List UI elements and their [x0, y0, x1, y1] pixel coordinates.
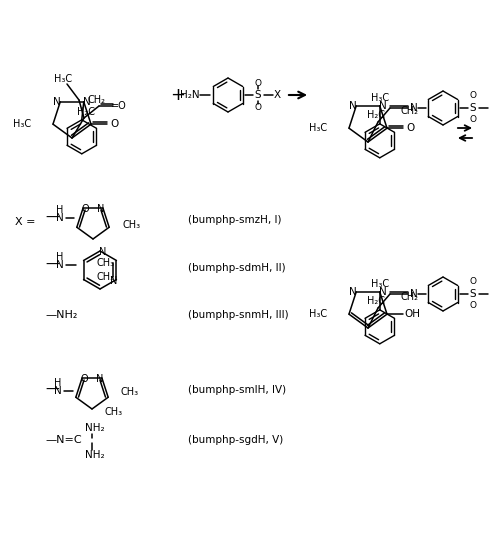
Text: H₂C: H₂C: [77, 107, 95, 117]
Text: +: +: [171, 86, 186, 104]
Text: —N=C: —N=C: [45, 435, 82, 445]
Text: H₃C: H₃C: [371, 279, 389, 289]
Text: N: N: [410, 103, 418, 113]
Text: N: N: [379, 101, 387, 111]
Text: H₂N: H₂N: [180, 90, 200, 100]
Text: (bumphp-sdmH, II): (bumphp-sdmH, II): [188, 263, 286, 273]
Text: CH₂: CH₂: [400, 106, 418, 116]
Text: N: N: [53, 97, 61, 107]
Text: H₃C: H₃C: [371, 93, 389, 103]
Text: —NH₂: —NH₂: [45, 310, 77, 320]
Text: CH₂: CH₂: [400, 292, 418, 302]
Text: OH: OH: [404, 309, 420, 319]
Text: =O: =O: [111, 101, 127, 111]
Text: O: O: [469, 277, 476, 287]
Text: O: O: [469, 115, 476, 125]
Text: O: O: [406, 123, 414, 133]
Text: H₃C: H₃C: [309, 123, 327, 133]
Text: H₃C: H₃C: [54, 74, 72, 84]
Text: CH₃: CH₃: [122, 220, 140, 230]
Text: H₃C: H₃C: [13, 119, 31, 129]
Text: N: N: [379, 287, 387, 297]
Text: (bumphp-snmH, III): (bumphp-snmH, III): [188, 310, 289, 320]
Text: S: S: [470, 103, 476, 113]
Text: N: N: [110, 276, 117, 286]
Text: N: N: [410, 289, 418, 299]
Text: N: N: [349, 101, 357, 111]
Text: (bumphp-sgdH, V): (bumphp-sgdH, V): [188, 435, 283, 445]
Text: NH₂: NH₂: [85, 423, 105, 433]
Text: —: —: [45, 258, 59, 272]
Text: (bumphp-smzH, I): (bumphp-smzH, I): [188, 215, 281, 225]
Text: H: H: [56, 205, 64, 215]
Text: H: H: [56, 252, 64, 262]
Text: O: O: [469, 301, 476, 311]
Text: —: —: [45, 383, 59, 397]
Text: N: N: [99, 247, 107, 257]
Text: (bumphp-smlH, IV): (bumphp-smlH, IV): [188, 385, 286, 395]
Text: NH₂: NH₂: [85, 450, 105, 460]
Text: H₂C: H₂C: [367, 110, 385, 120]
Text: N: N: [56, 213, 64, 223]
Text: O: O: [469, 91, 476, 101]
Text: H₂C: H₂C: [367, 296, 385, 306]
Text: N: N: [54, 386, 62, 396]
Text: O: O: [80, 374, 88, 384]
Text: N: N: [98, 204, 105, 214]
Text: N: N: [97, 374, 104, 384]
Text: N: N: [349, 287, 357, 297]
Text: CH₃: CH₃: [120, 387, 138, 397]
Text: H₃C: H₃C: [309, 309, 327, 319]
Text: X =: X =: [15, 217, 35, 227]
Text: CH₃: CH₃: [97, 271, 115, 282]
Text: X: X: [273, 90, 281, 100]
Text: O: O: [81, 204, 89, 214]
Text: N: N: [56, 260, 64, 270]
Text: CH₃: CH₃: [97, 259, 115, 269]
Text: O: O: [254, 102, 262, 112]
Text: —: —: [45, 211, 59, 225]
Text: N: N: [83, 97, 91, 107]
Text: H: H: [54, 378, 62, 388]
Text: CH₃: CH₃: [104, 407, 122, 417]
Text: CH₂: CH₂: [87, 95, 105, 105]
Text: S: S: [470, 289, 476, 299]
Text: O: O: [254, 79, 262, 88]
Text: O: O: [110, 119, 118, 129]
Text: S: S: [255, 90, 261, 100]
